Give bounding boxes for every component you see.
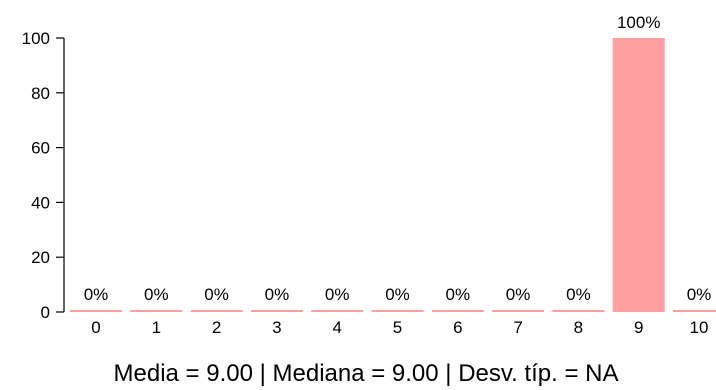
bar-0 bbox=[70, 310, 122, 312]
bars bbox=[70, 38, 716, 312]
category-label: 6 bbox=[453, 318, 462, 337]
bar-1 bbox=[130, 310, 183, 312]
category-label: 8 bbox=[574, 318, 583, 337]
category-label: 0 bbox=[91, 318, 100, 337]
bar-9 bbox=[612, 38, 665, 312]
data-label: 0% bbox=[566, 285, 591, 304]
data-label: 100% bbox=[617, 13, 660, 32]
y-axis: 0 20 40 60 80 100 bbox=[22, 29, 65, 322]
category-label: 5 bbox=[393, 318, 402, 337]
data-label: 0% bbox=[446, 285, 471, 304]
category-label: 10 bbox=[690, 318, 709, 337]
y-tick-label: 100 bbox=[22, 29, 50, 48]
category-labels: 0 1 2 3 4 5 6 7 8 9 10 bbox=[91, 318, 708, 337]
data-label: 0% bbox=[325, 285, 350, 304]
y-tick-label: 0 bbox=[41, 303, 50, 322]
category-label: 9 bbox=[634, 318, 643, 337]
bar-4 bbox=[311, 310, 364, 312]
category-label: 4 bbox=[332, 318, 341, 337]
data-label: 0% bbox=[687, 285, 712, 304]
summary-stats: Media = 9.00 | Mediana = 9.00 | Desv. tí… bbox=[114, 360, 619, 387]
bar-10 bbox=[673, 310, 716, 312]
category-label: 7 bbox=[513, 318, 522, 337]
category-label: 1 bbox=[152, 318, 161, 337]
data-label: 0% bbox=[385, 285, 410, 304]
category-label: 2 bbox=[212, 318, 221, 337]
bar-7 bbox=[492, 310, 545, 312]
data-label: 0% bbox=[265, 285, 290, 304]
category-label: 3 bbox=[272, 318, 281, 337]
data-label: 0% bbox=[144, 285, 169, 304]
bar-5 bbox=[371, 310, 424, 312]
y-tick-label: 60 bbox=[31, 139, 50, 158]
data-label: 0% bbox=[84, 285, 109, 304]
bar-3 bbox=[250, 310, 303, 312]
bar-2 bbox=[190, 310, 243, 312]
data-label: 0% bbox=[506, 285, 531, 304]
data-label: 0% bbox=[204, 285, 229, 304]
y-tick-label: 20 bbox=[31, 248, 50, 267]
bar-8 bbox=[552, 310, 605, 312]
y-tick-label: 40 bbox=[31, 193, 50, 212]
data-labels: 0% 0% 0% 0% 0% 0% 0% 0% 0% 100% 0% bbox=[84, 13, 712, 304]
bar-6 bbox=[431, 310, 484, 312]
y-tick-label: 80 bbox=[31, 84, 50, 103]
